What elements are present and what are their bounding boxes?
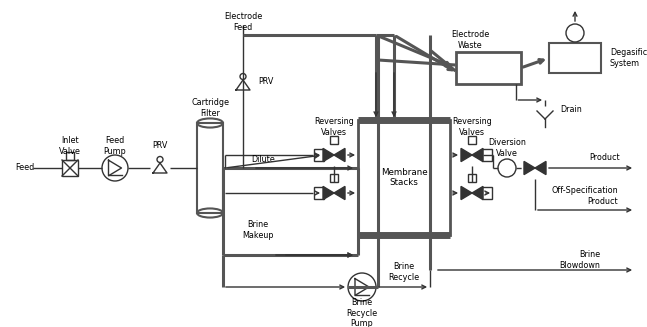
Polygon shape: [524, 162, 535, 175]
Bar: [314, 187, 324, 199]
Bar: [549, 43, 601, 73]
Text: Diversion
Valve: Diversion Valve: [488, 138, 526, 158]
Bar: [197, 123, 223, 213]
Bar: [62, 160, 78, 176]
Text: Brine
Makeup: Brine Makeup: [242, 220, 274, 240]
Text: Electrode
Waste: Electrode Waste: [451, 30, 489, 50]
Bar: [455, 52, 520, 84]
Text: Inlet
Valve: Inlet Valve: [59, 136, 81, 156]
Text: Reversing
Valves: Reversing Valves: [452, 117, 492, 137]
Text: Reversing
Valves: Reversing Valves: [314, 117, 354, 137]
Bar: [468, 174, 476, 182]
Polygon shape: [334, 148, 345, 162]
Bar: [66, 152, 74, 160]
Text: Brine
Recycle
Pump: Brine Recycle Pump: [346, 298, 378, 327]
Text: Product: Product: [589, 153, 620, 163]
Text: Off-Specification
Product: Off-Specification Product: [551, 186, 618, 206]
Text: Electrode
Feed: Electrode Feed: [224, 12, 262, 32]
Text: Feed: Feed: [15, 164, 34, 173]
Bar: [482, 187, 492, 199]
Text: PRV: PRV: [258, 77, 274, 87]
Polygon shape: [461, 148, 472, 162]
Text: Membrane
Stacks: Membrane Stacks: [380, 168, 427, 187]
Text: Feed
Pump: Feed Pump: [104, 136, 126, 156]
Text: Brine
Recycle: Brine Recycle: [388, 262, 419, 282]
Text: Brine
Blowdown: Brine Blowdown: [559, 250, 600, 270]
Bar: [468, 136, 476, 144]
Text: Degasification
System: Degasification System: [610, 48, 647, 68]
Polygon shape: [334, 186, 345, 199]
Bar: [330, 174, 338, 182]
Text: Dilute: Dilute: [251, 156, 275, 164]
Polygon shape: [461, 186, 472, 199]
Text: PRV: PRV: [152, 142, 168, 150]
Polygon shape: [323, 148, 334, 162]
Text: Drain: Drain: [560, 106, 582, 114]
Polygon shape: [472, 186, 483, 199]
Bar: [482, 149, 492, 161]
Bar: [314, 149, 324, 161]
Polygon shape: [535, 162, 546, 175]
Bar: [330, 136, 338, 144]
Text: Cartridge
Filter: Cartridge Filter: [191, 98, 229, 118]
Polygon shape: [472, 148, 483, 162]
Polygon shape: [323, 186, 334, 199]
Bar: [358, 120, 450, 235]
